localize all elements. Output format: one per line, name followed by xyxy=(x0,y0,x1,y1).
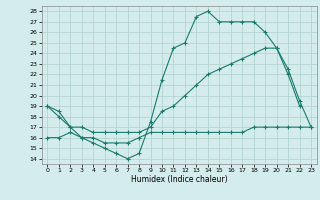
X-axis label: Humidex (Indice chaleur): Humidex (Indice chaleur) xyxy=(131,175,228,184)
